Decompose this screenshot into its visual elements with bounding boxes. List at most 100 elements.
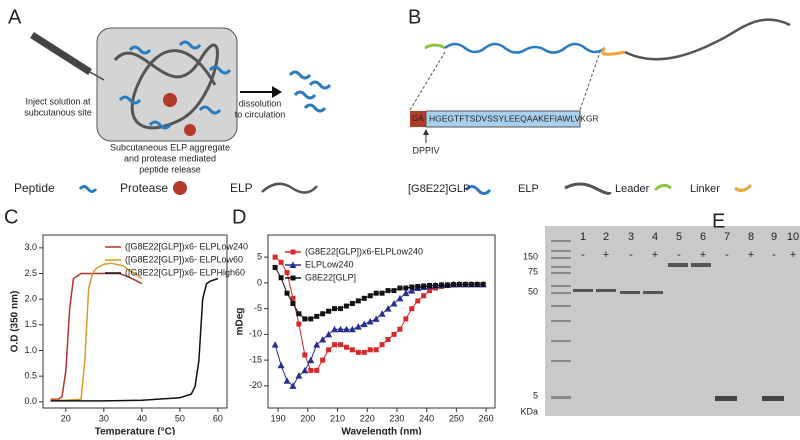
marker xyxy=(290,300,296,306)
marker xyxy=(301,366,309,374)
protease xyxy=(184,124,196,136)
y-tick-label: 0.5 xyxy=(24,371,37,381)
marker-label: 150 xyxy=(523,251,538,261)
y-axis-label: O.D (350 nm) xyxy=(10,291,21,353)
marker xyxy=(326,308,332,314)
x-tick-label: 240 xyxy=(419,413,434,423)
marker xyxy=(332,342,338,348)
caption: to circulation xyxy=(235,109,286,119)
legend-label: Linker xyxy=(690,183,720,195)
marker xyxy=(439,282,445,288)
marker xyxy=(314,367,320,373)
legend-linker-icon xyxy=(734,183,753,192)
x-tick-label: 40 xyxy=(137,413,147,423)
marker xyxy=(277,361,285,369)
y-axis-label: mDeg xyxy=(235,308,246,336)
marker xyxy=(397,326,403,332)
marker xyxy=(397,285,403,291)
lane-label: 4 xyxy=(652,231,658,243)
marker xyxy=(332,306,338,312)
caption: and protease mediated xyxy=(124,153,216,163)
y-tick-label: 2.0 xyxy=(24,294,37,304)
y-tick-label: -10 xyxy=(249,329,262,339)
marker xyxy=(372,315,380,322)
marker xyxy=(450,281,456,287)
protease xyxy=(163,93,177,107)
marker xyxy=(462,281,468,287)
lane-label: 5 xyxy=(676,231,682,243)
marker-label: 5 xyxy=(533,390,538,400)
marker xyxy=(390,299,398,307)
y-tick-label: 2.5 xyxy=(24,268,37,278)
marker xyxy=(361,349,367,355)
marker xyxy=(409,306,415,312)
treatment-label: - xyxy=(629,249,633,261)
x-tick-label: 250 xyxy=(449,413,464,423)
legend-label: (G8E22[GLP])x6-ELPLow240 xyxy=(305,246,423,256)
marker xyxy=(290,295,296,301)
x-tick-label: 20 xyxy=(61,413,71,423)
marker xyxy=(468,281,474,287)
marker xyxy=(325,330,333,338)
marker xyxy=(366,318,374,325)
marker xyxy=(378,310,386,317)
panel-a-art xyxy=(30,27,332,195)
x-axis-label: Wavelength (nm) xyxy=(341,427,421,435)
treatment-label: - xyxy=(677,249,681,261)
legend-elp-icon xyxy=(261,182,318,194)
legend-peptide-icon xyxy=(464,185,492,195)
marker xyxy=(421,293,427,299)
gel xyxy=(545,226,800,416)
marker xyxy=(302,316,308,322)
plot-frame xyxy=(267,234,496,409)
arrow-head xyxy=(272,86,282,98)
marker xyxy=(331,325,339,333)
y-tick-label: 0.0 xyxy=(24,396,37,406)
elp-chain xyxy=(113,43,219,130)
marker xyxy=(296,321,302,327)
legend-label: Peptide xyxy=(14,181,55,195)
marker xyxy=(402,289,410,297)
marker xyxy=(349,300,355,306)
marker xyxy=(326,347,332,353)
treatment-label: - xyxy=(725,249,729,261)
marker xyxy=(360,320,368,328)
caption: Subcutaneous ELP aggregate xyxy=(110,142,230,152)
marker xyxy=(409,284,415,290)
unit-label: KDa xyxy=(520,406,538,416)
x-tick-label: 190 xyxy=(271,413,286,423)
marker xyxy=(271,341,279,348)
marker xyxy=(480,281,486,287)
legend-label: ([G8E22[GLP])x6- ELPHigh60 xyxy=(125,267,245,277)
marker xyxy=(354,323,362,330)
marker xyxy=(284,290,290,296)
marker xyxy=(403,316,409,322)
legend-leader-icon xyxy=(653,183,672,192)
leader-box xyxy=(410,111,426,127)
marker xyxy=(348,325,356,333)
marker xyxy=(367,293,373,299)
legend-label: ELP xyxy=(230,181,253,195)
marker-label: 75 xyxy=(528,266,538,276)
x-tick-label: 260 xyxy=(479,413,494,423)
panel-letter: D xyxy=(232,206,246,228)
marker xyxy=(319,336,327,343)
marker xyxy=(337,342,343,348)
marker xyxy=(278,275,284,281)
legend-label: ELP xyxy=(518,183,539,195)
needle xyxy=(89,71,105,81)
treatment-label: + xyxy=(790,249,796,261)
marker xyxy=(355,349,361,355)
lane-label: 9 xyxy=(771,231,777,243)
leader xyxy=(424,43,446,50)
y-tick-label: 0 xyxy=(257,277,262,287)
lane-label: 2 xyxy=(603,231,609,243)
marker xyxy=(308,367,314,373)
marker xyxy=(343,303,349,309)
lane-label: 1 xyxy=(580,231,586,243)
marker xyxy=(391,331,397,337)
marker xyxy=(349,347,355,353)
x-tick-label: 220 xyxy=(360,413,375,423)
marker xyxy=(373,347,379,353)
